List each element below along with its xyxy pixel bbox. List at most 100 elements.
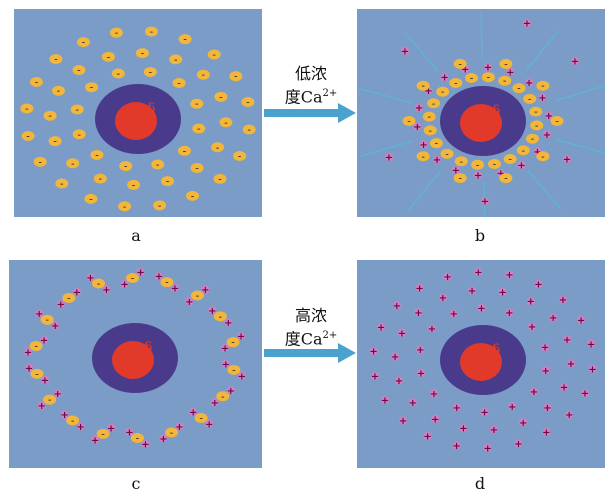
- negative-ion: -: [213, 173, 227, 185]
- svg-text:-: -: [158, 201, 162, 212]
- positive-ion: +: [208, 306, 216, 317]
- svg-text:-: -: [48, 395, 52, 406]
- svg-text:-: -: [201, 70, 205, 81]
- positive-ion: +: [419, 140, 427, 151]
- negative-ion: -: [242, 124, 256, 136]
- svg-text:+: +: [40, 336, 48, 347]
- positive-ion: +: [490, 425, 498, 436]
- negative-ion: -: [536, 80, 550, 92]
- svg-text:-: -: [531, 134, 535, 145]
- panel-b: - - - - - - - - - - - - - - - - - - - - + + + + + + + + + + + + + + + + + + - -…: [357, 9, 605, 217]
- negative-ion: -: [178, 34, 192, 46]
- svg-text:-: -: [232, 365, 236, 376]
- negative-ion: -: [525, 133, 539, 145]
- svg-text:-: -: [136, 433, 140, 444]
- negative-ion: -: [402, 116, 416, 128]
- positive-ion: +: [185, 297, 193, 308]
- negative-ion: -: [481, 72, 495, 84]
- negative-ion: -: [416, 151, 430, 163]
- svg-text:+: +: [484, 443, 492, 454]
- svg-text:-: -: [435, 139, 439, 150]
- arrow-right-icon: [264, 343, 356, 363]
- svg-text:+: +: [413, 122, 421, 133]
- svg-text:+: +: [443, 272, 451, 283]
- svg-text:-: -: [97, 279, 101, 290]
- positive-ion: +: [525, 78, 533, 89]
- negative-ion: -: [213, 311, 227, 323]
- svg-text:-: -: [534, 107, 538, 118]
- negative-ion: -: [440, 148, 454, 160]
- svg-text:+: +: [461, 65, 469, 76]
- positive-ion: +: [428, 324, 436, 335]
- svg-text:+: +: [571, 57, 579, 68]
- positive-ion: +: [542, 366, 550, 377]
- svg-text:-: -: [199, 414, 203, 425]
- svg-text:+: +: [497, 168, 505, 179]
- svg-text:+: +: [505, 308, 513, 319]
- svg-text:-: -: [224, 118, 228, 129]
- negative-ion: -: [436, 86, 450, 98]
- positive-ion: +: [484, 63, 492, 74]
- field-line: [483, 182, 486, 217]
- svg-text:+: +: [120, 280, 128, 291]
- negative-ion: -: [76, 37, 90, 49]
- svg-text:+: +: [538, 93, 546, 104]
- svg-text:-: -: [71, 416, 75, 427]
- positive-ion: +: [211, 398, 219, 409]
- negative-ion: -: [216, 391, 230, 403]
- positive-ion: +: [369, 347, 377, 358]
- svg-text:-: -: [421, 152, 425, 163]
- arrow-label-high-sup: 2+: [322, 330, 338, 341]
- positive-ion: +: [381, 395, 389, 406]
- svg-text:-: -: [177, 79, 181, 90]
- positive-ion: +: [506, 67, 514, 78]
- svg-text:-: -: [115, 28, 119, 39]
- negative-ion: -: [512, 83, 526, 95]
- svg-text:+: +: [484, 63, 492, 74]
- svg-text:+: +: [159, 434, 167, 445]
- svg-text:-: -: [131, 274, 135, 285]
- positive-ion: +: [439, 293, 447, 304]
- positive-ion: +: [86, 273, 94, 284]
- svg-text:-: -: [212, 50, 216, 61]
- positive-ion: +: [541, 343, 549, 354]
- negative-ion: -: [429, 138, 443, 150]
- panel-d-diagram: + + + + + + + + + + + + + + + + + + + + + + + + + + + + + + + + + + + + + + + +…: [369, 268, 596, 455]
- svg-text:+: +: [567, 359, 575, 370]
- negative-ion: -: [84, 193, 98, 205]
- svg-text:-: -: [421, 81, 425, 92]
- svg-text:-: -: [26, 131, 30, 142]
- negative-ion: -: [119, 161, 133, 173]
- svg-text:-: -: [183, 35, 187, 46]
- positive-ion: +: [480, 407, 488, 418]
- svg-text:+: +: [107, 423, 115, 434]
- negative-ion: -: [127, 179, 141, 191]
- positive-ion: +: [224, 318, 232, 329]
- positive-ion: +: [505, 270, 513, 281]
- svg-text:-: -: [67, 293, 71, 304]
- svg-text:-: -: [459, 157, 463, 168]
- svg-text:-: -: [82, 38, 86, 49]
- svg-text:+: +: [102, 285, 110, 296]
- svg-text:+: +: [423, 431, 431, 442]
- svg-text:-: -: [219, 92, 223, 103]
- positive-ion: +: [527, 297, 535, 308]
- svg-text:-: -: [196, 291, 200, 302]
- positive-ion: +: [484, 443, 492, 454]
- svg-text:+: +: [428, 324, 436, 335]
- positive-ion: +: [398, 328, 406, 339]
- svg-text:-: -: [75, 105, 79, 116]
- positive-ion: +: [237, 332, 245, 343]
- svg-text:+: +: [506, 67, 514, 78]
- svg-text:-: -: [35, 369, 39, 380]
- svg-text:-: -: [246, 98, 250, 109]
- svg-text:-: -: [77, 66, 81, 77]
- svg-text:-: -: [407, 117, 411, 128]
- svg-text:+: +: [227, 386, 235, 397]
- positive-ion: +: [423, 431, 431, 442]
- svg-text:-: -: [458, 174, 462, 185]
- positive-ion: +: [155, 272, 163, 283]
- negative-ion: -: [529, 106, 543, 118]
- positive-ion: +: [431, 414, 439, 425]
- arrow-label-low-sup: 2+: [322, 88, 338, 99]
